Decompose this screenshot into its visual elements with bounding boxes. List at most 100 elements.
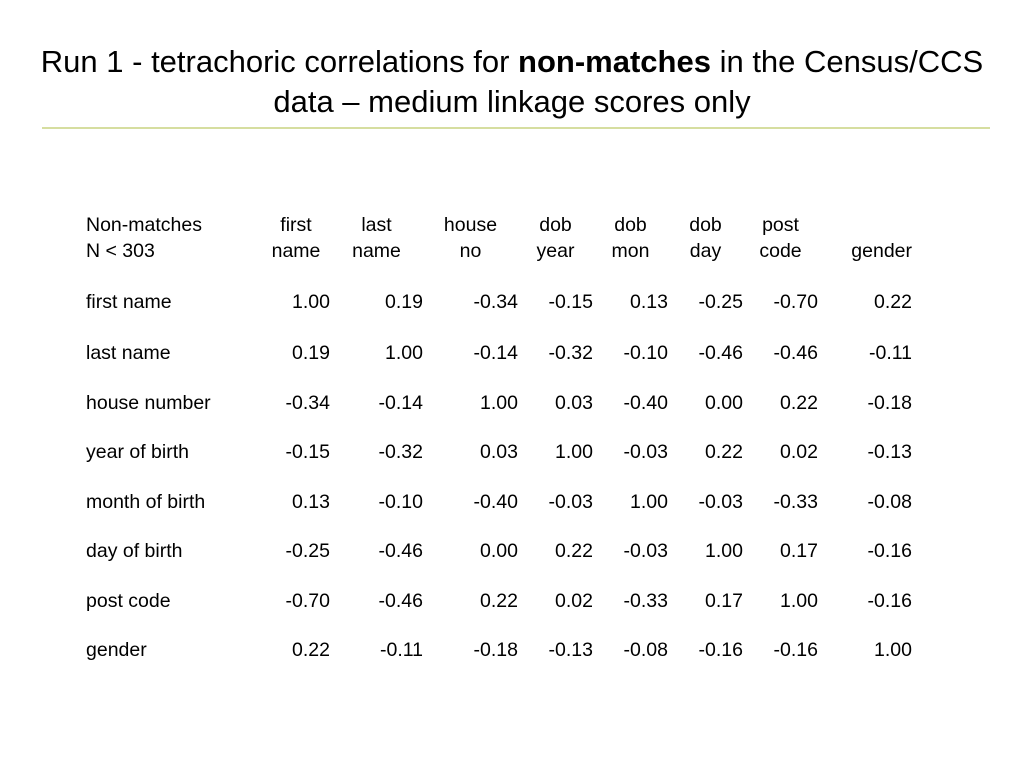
table-cell: -0.14 [473, 342, 518, 364]
column-header-bottom: gender [851, 240, 912, 262]
title-emphasis: non-matches [518, 44, 711, 79]
column-header-top: dob [614, 214, 647, 236]
table-cell: 0.19 [385, 291, 423, 313]
table-cell: 0.22 [292, 639, 330, 661]
title-suffix: in the Census/CCS data – medium linkage … [273, 44, 984, 119]
table-cell: -0.46 [773, 342, 818, 364]
column-header-bottom: day [689, 240, 722, 262]
title-divider [42, 127, 990, 129]
table-cell: -0.70 [285, 589, 330, 612]
row-label: house number [86, 391, 211, 414]
row-label: day of birth [86, 540, 183, 562]
row-label: month of birth [86, 490, 206, 513]
table-cell: -0.25 [698, 291, 743, 313]
row-label: gender [86, 639, 147, 661]
table-cell: -0.16 [698, 639, 743, 661]
table-row: gender 0.22 -0.11 -0.18 -0.13 -0.08 -0.1… [86, 626, 912, 676]
slide-title: Run 1 - tetrachoric correlations for non… [40, 42, 984, 122]
table-cell: -0.13 [548, 639, 593, 661]
table-cell: -0.46 [378, 540, 423, 562]
table-cell: 0.00 [705, 391, 743, 414]
table-body: first name 1.00 0.19 -0.34 -0.15 0.13 -0… [86, 264, 912, 676]
table-row: last name 0.19 1.00 -0.14 -0.32 -0.10 -0… [86, 329, 912, 379]
table-row: first name 1.00 0.19 -0.34 -0.15 0.13 -0… [86, 264, 912, 329]
table-row: house number -0.34 -0.14 1.00 0.03 -0.40… [86, 379, 912, 429]
table-cell: 1.00 [780, 589, 818, 612]
table-cell: -0.16 [773, 639, 818, 661]
table-cell: -0.15 [285, 441, 330, 463]
header-row-1: Non-matches first last house dob dob dob… [86, 212, 912, 238]
table-cell: 0.02 [780, 441, 818, 463]
table-cell: -0.34 [473, 291, 518, 313]
table-cell: 0.13 [630, 291, 668, 313]
row-label: first name [86, 291, 172, 313]
table-cell: -0.16 [867, 540, 912, 562]
header-corner-line1: Non-matches [86, 214, 202, 236]
table-cell: 0.03 [555, 391, 593, 414]
table-cell: -0.10 [378, 490, 423, 513]
table-cell: -0.32 [548, 342, 593, 364]
table-cell: 0.22 [480, 589, 518, 612]
column-header-top: first [280, 214, 312, 236]
correlation-table: Non-matches first last house dob dob dob… [86, 212, 912, 676]
table-row: year of birth -0.15 -0.32 0.03 1.00 -0.0… [86, 428, 912, 478]
table-cell: -0.11 [869, 342, 912, 364]
table-cell: -0.03 [698, 490, 743, 513]
table-cell: -0.03 [623, 441, 668, 463]
table-cell: 0.22 [780, 391, 818, 414]
table-cell: 0.19 [292, 342, 330, 364]
table-cell: 0.17 [705, 589, 743, 612]
table-cell: 0.00 [480, 540, 518, 562]
table-cell: 0.03 [480, 441, 518, 463]
column-header-bottom: name [271, 240, 321, 262]
column-header-top: house [443, 214, 498, 236]
table-cell: 0.22 [705, 441, 743, 463]
table-row: day of birth -0.25 -0.46 0.00 0.22 -0.03… [86, 527, 912, 577]
column-header-bottom: mon [611, 240, 650, 262]
table-cell: 0.22 [874, 291, 912, 313]
table-cell: -0.16 [867, 589, 912, 612]
table-row: post code -0.70 -0.46 0.22 0.02 -0.33 0.… [86, 577, 912, 627]
table-cell: -0.32 [378, 441, 423, 463]
title-prefix: Run 1 - tetrachoric correlations for [40, 44, 519, 79]
table-cell: 1.00 [385, 342, 423, 364]
header-corner-line2: N < 303 [86, 240, 155, 262]
table-cell: -0.08 [623, 639, 668, 661]
table-cell: -0.14 [378, 391, 423, 414]
table-cell: 1.00 [874, 639, 912, 661]
column-header-top: post [762, 214, 799, 236]
table-cell: -0.15 [548, 291, 593, 313]
table-cell: 0.17 [780, 540, 818, 562]
table-cell: 1.00 [630, 490, 668, 513]
table-cell: 1.00 [480, 391, 518, 414]
table-cell: -0.33 [773, 490, 818, 513]
row-label: post code [86, 589, 171, 612]
column-header-bottom: no [459, 240, 482, 262]
row-label: last name [86, 342, 171, 364]
table-cell: 0.02 [555, 589, 593, 612]
table-cell: 0.13 [292, 490, 330, 513]
table-cell: -0.70 [773, 291, 818, 313]
table-header: Non-matches first last house dob dob dob… [86, 212, 912, 264]
column-header-bottom: code [759, 240, 802, 262]
column-header-bottom: year [536, 240, 575, 262]
table-cell: 1.00 [292, 291, 330, 313]
column-header-top [818, 212, 912, 238]
table-cell: -0.33 [623, 589, 668, 612]
table-cell: -0.40 [623, 391, 668, 414]
table-cell: 0.22 [555, 540, 593, 562]
table-cell: -0.40 [473, 490, 518, 513]
table-cell: -0.13 [867, 441, 912, 463]
table-cell: -0.03 [623, 540, 668, 562]
table-cell: -0.18 [867, 391, 912, 414]
table-cell: -0.03 [548, 490, 593, 513]
column-header-top: dob [539, 214, 572, 236]
column-header-bottom: name [352, 240, 401, 262]
header-row-2: N < 303 name name no year mon day code g… [86, 238, 912, 264]
table-cell: -0.46 [698, 342, 743, 364]
table-cell: 1.00 [555, 441, 593, 463]
table-cell: -0.25 [285, 540, 330, 562]
table-cell: -0.46 [378, 589, 423, 612]
table-cell: -0.10 [623, 342, 668, 364]
table-cell: -0.08 [867, 490, 912, 513]
